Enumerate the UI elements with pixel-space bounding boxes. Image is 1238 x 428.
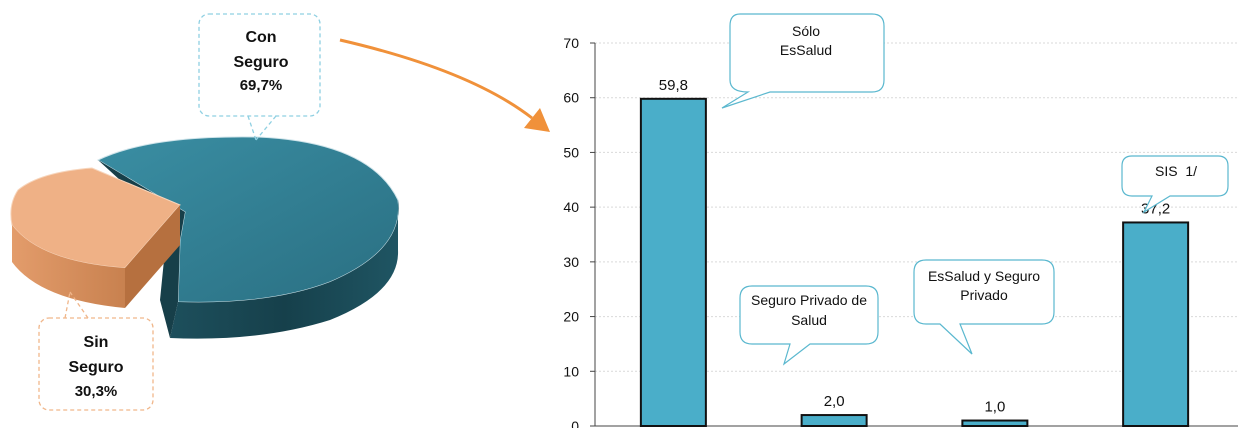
callout-solo-essalud-line1: Sólo: [792, 23, 820, 39]
callout-solo-essalud: Sólo EsSalud: [721, 13, 885, 109]
bar-1: [639, 97, 707, 428]
bars: [639, 97, 1190, 428]
y-tick-label: 40: [563, 199, 579, 215]
sin-seguro-line1: Sin: [84, 334, 109, 351]
callout-seguro-privado-line2: Salud: [791, 312, 827, 328]
bar-value-label: 1,0: [984, 399, 1005, 416]
con-seguro-value: 69,7%: [240, 77, 283, 94]
bar-3: [961, 419, 1029, 427]
con-seguro-line1: Con: [245, 29, 276, 46]
pie-slice-sin-seguro: [10, 167, 181, 308]
callout-sis-line1: SIS 1/: [1155, 163, 1197, 179]
y-tick-label: 60: [563, 90, 579, 106]
callout-essalud-y-seguro-line1: EsSalud y Seguro: [928, 268, 1040, 284]
callout-seguro-privado: Seguro Privado de Salud: [739, 285, 879, 366]
y-tick-label: 0: [571, 418, 579, 428]
sin-seguro-value: 30,3%: [75, 383, 118, 400]
y-tick-label: 30: [563, 254, 579, 270]
bar-value-label: 59,8: [659, 77, 688, 94]
value-labels: 59,82,0 1,037,2: [659, 77, 1170, 416]
bar-2: [800, 414, 868, 427]
y-tick-label: 70: [563, 35, 579, 51]
connector-arrow: [339, 38, 550, 132]
callout-seguro-privado-line1: Seguro Privado de: [751, 292, 867, 308]
bar-4: [1122, 221, 1190, 427]
callout-essalud-y-seguro-line2: Privado: [960, 287, 1008, 303]
callout-sin-seguro: Sin Seguro 30,3%: [38, 291, 154, 411]
con-seguro-line2: Seguro: [233, 54, 288, 71]
pie-chart: [10, 136, 400, 339]
y-tick-label: 50: [563, 144, 579, 160]
callout-solo-essalud-line2: EsSalud: [780, 42, 832, 58]
callout-essalud-y-seguro: EsSalud y Seguro Privado: [913, 259, 1055, 355]
callout-con-seguro: Con Seguro 69,7%: [198, 13, 321, 141]
bar-value-label: 2,0: [824, 393, 845, 410]
y-tick-label: 10: [563, 363, 579, 379]
callout-sis: SIS 1/: [1121, 155, 1229, 214]
y-axis-ticks: 0 10 20 30 40 50 60 70: [563, 35, 595, 428]
sin-seguro-line2: Seguro: [68, 359, 123, 376]
y-tick-label: 20: [563, 309, 579, 325]
